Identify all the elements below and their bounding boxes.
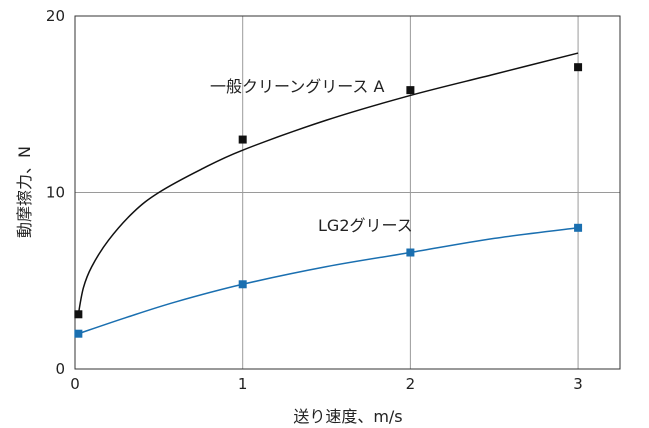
data-point-0 [574, 63, 583, 72]
data-point-1 [574, 223, 583, 232]
data-point-1 [74, 329, 83, 338]
series-label-cleaning-grease-a: 一般クリーングリース A [210, 77, 384, 96]
series-layer [74, 52, 583, 338]
grid-lines [75, 16, 620, 369]
series-line-0 [77, 52, 579, 315]
data-point-0 [238, 135, 247, 144]
y-tick-label: 20 [46, 7, 65, 25]
x-tick-label: 3 [573, 375, 583, 393]
series-label-lg2-grease: LG2グリース [318, 216, 413, 235]
x-axis-title: 送り速度、m/s [293, 407, 402, 426]
x-tick-labels: 0 1 2 3 [70, 375, 583, 393]
plot-frame [74, 15, 621, 370]
data-point-0 [74, 310, 83, 319]
x-tick-label: 2 [406, 375, 416, 393]
y-axis-title: 動摩擦力、N [15, 146, 34, 238]
series-line-1 [78, 227, 579, 335]
data-point-0 [406, 86, 415, 95]
data-point-1 [238, 280, 247, 289]
y-tick-label: 0 [55, 360, 65, 378]
y-tick-label: 10 [46, 184, 65, 202]
x-tick-label: 1 [238, 375, 248, 393]
x-tick-label: 0 [70, 375, 80, 393]
y-tick-labels: 0 10 20 [46, 7, 65, 378]
data-point-1 [406, 248, 415, 257]
